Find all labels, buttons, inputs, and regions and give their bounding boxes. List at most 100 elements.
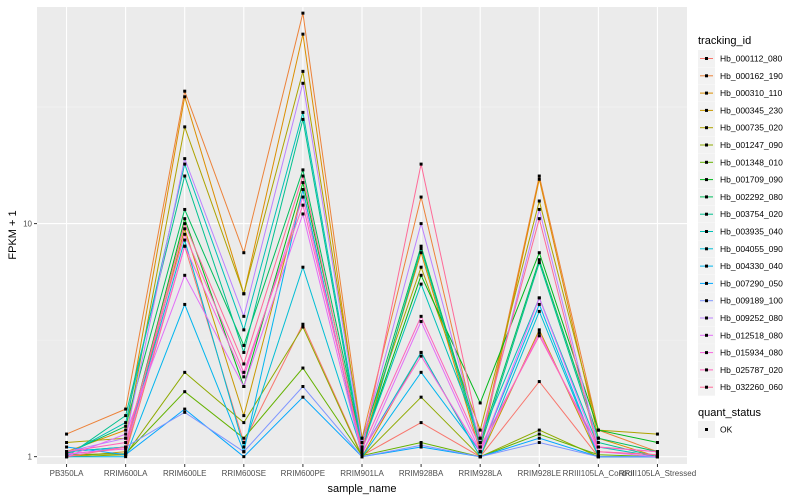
data-point [65, 452, 69, 456]
data-point [124, 453, 128, 457]
data-point [478, 450, 482, 454]
data-point [183, 89, 187, 93]
legend-key-point [705, 160, 708, 164]
data-point [242, 350, 246, 354]
data-point [419, 443, 423, 447]
data-point [419, 162, 423, 166]
data-point [419, 354, 423, 358]
shape-legend-item-label: OK [720, 425, 733, 435]
data-point [301, 322, 305, 326]
data-point [242, 314, 246, 318]
data-point [301, 325, 305, 329]
y-tick-label: 10 [23, 220, 32, 229]
data-point [537, 380, 541, 384]
data-point [655, 453, 659, 457]
legend-key-point [705, 351, 708, 355]
data-point [655, 450, 659, 454]
legend-key-point [705, 126, 708, 130]
data-point [596, 441, 600, 445]
data-point [301, 32, 305, 36]
x-tick-label: PB350LA [50, 469, 84, 478]
y-tick-label: 1 [28, 453, 33, 462]
y-axis-title: FPKM + 1 [7, 210, 19, 259]
legend-item-label: Hb_000345_230 [720, 105, 783, 115]
data-point [301, 168, 305, 172]
data-point [242, 436, 246, 440]
data-point [537, 217, 541, 221]
legend-key-point [705, 333, 708, 337]
data-point [124, 450, 128, 454]
data-point [419, 251, 423, 255]
data-point [596, 445, 600, 449]
data-point [360, 447, 364, 451]
data-point [124, 407, 128, 411]
data-point [301, 174, 305, 178]
data-point [537, 334, 541, 338]
data-point [242, 421, 246, 425]
legend-item-label: Hb_000112_080 [720, 54, 783, 64]
legend-key-point [705, 230, 708, 233]
data-point [419, 282, 423, 286]
data-point [124, 414, 128, 418]
legend-item-label: Hb_025787_020 [720, 365, 783, 375]
data-point [537, 432, 541, 436]
legend-item-label: Hb_000310_110 [720, 88, 783, 98]
x-tick-label: RRIM901LA [340, 469, 384, 478]
data-point [242, 251, 246, 255]
legend-item-label: Hb_004055_090 [720, 244, 783, 254]
legend-key-point [705, 247, 708, 251]
data-point [301, 81, 305, 85]
series-points [65, 11, 659, 459]
data-point [537, 309, 541, 313]
data-point [419, 273, 423, 277]
data-point [124, 421, 128, 425]
data-point [360, 445, 364, 449]
legend-title: tracking_id [698, 35, 751, 47]
data-point [124, 441, 128, 445]
data-point [478, 455, 482, 459]
data-point [301, 212, 305, 216]
data-point [183, 207, 187, 211]
data-point [183, 95, 187, 99]
data-point [537, 302, 541, 306]
data-point [419, 395, 423, 399]
data-point [183, 217, 187, 221]
legend-key-point [705, 195, 708, 199]
legend-item-label: Hb_003935_040 [720, 227, 783, 237]
legend-key-point [705, 299, 708, 303]
legend-key-point [705, 385, 708, 389]
data-point [537, 251, 541, 255]
x-tick-label: RRIM600LE [163, 469, 207, 478]
legend-key-point [705, 316, 708, 320]
data-point [65, 455, 69, 459]
data-point [242, 445, 246, 449]
data-point [301, 181, 305, 185]
data-point [419, 320, 423, 324]
data-point [242, 414, 246, 418]
legend-key-point [705, 143, 708, 147]
shape-legend-title: quant_status [698, 407, 761, 419]
data-point [360, 455, 364, 459]
x-tick-label: RRIM600LA [104, 469, 148, 478]
legend-item-label: Hb_012518_080 [720, 330, 783, 340]
data-point [242, 450, 246, 454]
data-point [301, 69, 305, 73]
data-point [478, 428, 482, 432]
x-axis-title: sample_name [327, 483, 396, 495]
data-point [183, 227, 187, 231]
data-point [65, 450, 69, 454]
data-point [419, 421, 423, 425]
legend-items: Hb_000112_080 Hb_000162_190 Hb_000310_110 H… [698, 50, 783, 396]
data-point [537, 436, 541, 440]
data-point [537, 174, 541, 178]
data-point [124, 428, 128, 432]
data-point [183, 410, 187, 414]
data-point [419, 222, 423, 226]
data-point [419, 265, 423, 269]
data-point [537, 261, 541, 265]
legend-item-label: Hb_032260_060 [720, 382, 783, 392]
legend-item-label: Hb_001348_010 [720, 157, 783, 167]
legend-item-label: Hb_007290_050 [720, 278, 783, 288]
data-point [655, 432, 659, 436]
data-point [537, 331, 541, 335]
